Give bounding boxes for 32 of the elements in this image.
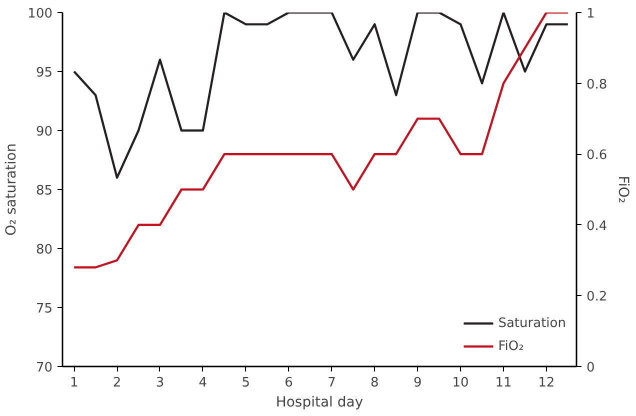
- x-tick-label: 3: [156, 376, 164, 390]
- x-tick-label: 4: [198, 376, 208, 390]
- line-series: [72, 12, 570, 179]
- y2-tick-label: 0.4: [586, 218, 608, 234]
- x-tick-label: 8: [370, 376, 379, 390]
- y-tick-label: 90: [36, 124, 53, 140]
- x-tick-label: 7: [328, 376, 336, 390]
- y2-tick-label: 0.8: [586, 77, 608, 92]
- y-tick-label: 85: [36, 184, 53, 198]
- legend-label: FiO₂: [498, 338, 524, 354]
- y-tick-label: 75: [36, 302, 53, 316]
- y2-tick-label: 0.2: [586, 290, 608, 305]
- x-axis-title: Hospital day: [276, 394, 364, 410]
- y-axis-title: O₂ saturation: [4, 143, 20, 236]
- y2-tick-label: 0: [586, 360, 595, 376]
- y-tick-label: 100: [28, 6, 53, 22]
- y2-tick-label: 0.6: [586, 148, 608, 164]
- line-series: [72, 12, 570, 268]
- x-tick-label: 6: [284, 376, 293, 390]
- y-tick-label: 95: [36, 66, 53, 80]
- y2-tick-label: 1: [586, 6, 595, 22]
- legend-label: Saturation: [498, 316, 566, 330]
- x-tick-label: 12: [538, 376, 555, 390]
- y2-axis-title: FiO₂: [615, 176, 632, 204]
- y-tick-label: 70: [36, 360, 53, 376]
- x-tick-label: 2: [112, 376, 122, 390]
- x-tick-label: 9: [413, 376, 422, 390]
- x-tick-label: 10: [452, 376, 469, 390]
- x-tick-label: 5: [242, 376, 250, 390]
- y-tick-label: 80: [36, 242, 53, 258]
- x-tick-label: 11: [495, 376, 512, 390]
- x-tick-label: 1: [70, 376, 78, 390]
